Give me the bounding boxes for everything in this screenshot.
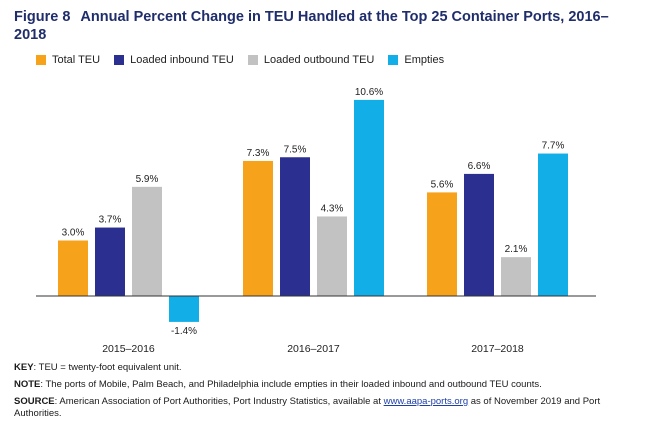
category-label: 2016–2017 bbox=[287, 343, 340, 355]
category-label: 2017–2018 bbox=[471, 343, 524, 355]
bar bbox=[243, 160, 273, 296]
bar bbox=[95, 227, 125, 296]
category-label: 2015–2016 bbox=[102, 343, 155, 355]
data-label: 7.5% bbox=[284, 144, 307, 155]
legend-label: Empties bbox=[404, 54, 445, 66]
legend-swatch bbox=[114, 55, 125, 65]
bar bbox=[501, 257, 531, 296]
bar bbox=[427, 192, 457, 296]
legend-swatch bbox=[36, 55, 46, 65]
data-label: 10.6% bbox=[355, 87, 383, 98]
bar bbox=[464, 173, 494, 296]
data-label: 3.7% bbox=[99, 215, 122, 226]
legend-item: Loaded outbound TEU bbox=[247, 54, 375, 66]
chart-legend: Total TEU Loaded inbound TEU Loaded outbou… bbox=[36, 54, 458, 66]
figure-title: Annual Percent Change in TEU Handled at … bbox=[14, 9, 609, 43]
data-label: 3.0% bbox=[62, 228, 85, 239]
bar bbox=[132, 186, 162, 296]
data-label: 2.1% bbox=[505, 244, 528, 255]
data-label: 7.3% bbox=[247, 148, 270, 159]
legend-item: Empties bbox=[388, 54, 444, 66]
source-note: SOURCE: American Association of Port Aut… bbox=[14, 396, 601, 419]
bar bbox=[317, 216, 347, 296]
legend-label: Loaded outbound TEU bbox=[263, 54, 375, 66]
figure-number: Figure 8 bbox=[14, 9, 71, 25]
legend-item: Total TEU bbox=[36, 54, 100, 66]
legend-swatch bbox=[388, 55, 399, 65]
bar-chart: 3.0% 3.7% 5.9% -1.4% 2015–2016 7.3% 7.5% 4.3% 10… bbox=[36, 87, 596, 355]
bar bbox=[169, 296, 199, 322]
bar bbox=[538, 153, 568, 296]
data-label: 5.6% bbox=[431, 179, 454, 190]
legend-item: Loaded inbound TEU bbox=[114, 54, 234, 66]
key-note: KEY: TEU = twenty-foot equivalent unit. bbox=[14, 362, 182, 373]
legend-swatch bbox=[247, 55, 258, 65]
data-label: 7.7% bbox=[542, 141, 565, 152]
data-label: -1.4% bbox=[171, 326, 197, 337]
chart-title: Figure 8 Annual Percent Change in TEU Han… bbox=[14, 8, 629, 44]
note-text: NOTE: The ports of Mobile, Palm Beach, a… bbox=[14, 379, 542, 390]
chart-notes: KEY: TEU = twenty-foot equivalent unit. … bbox=[14, 362, 634, 425]
data-label: 6.6% bbox=[468, 161, 491, 172]
legend-label: Total TEU bbox=[52, 54, 101, 66]
data-label: 4.3% bbox=[321, 203, 344, 214]
bar bbox=[58, 240, 88, 296]
bar bbox=[354, 99, 384, 297]
bar bbox=[280, 157, 310, 296]
legend-label: Loaded inbound TEU bbox=[130, 54, 234, 66]
source-link[interactable]: www.aapa-ports.org bbox=[383, 396, 469, 407]
data-label: 5.9% bbox=[136, 174, 159, 185]
